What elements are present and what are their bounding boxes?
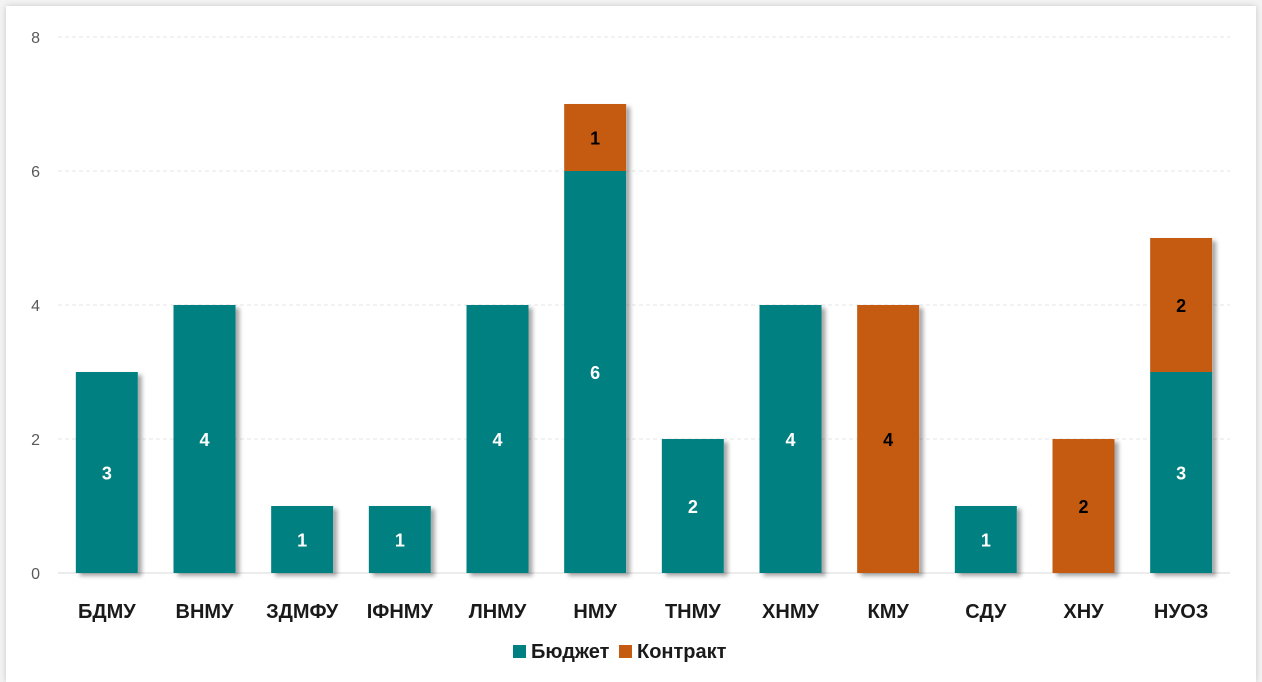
bar-НМУ-Контракт — [564, 104, 627, 171]
x-category-label: ЛНМУ — [469, 601, 527, 623]
data-label: 1 — [981, 531, 991, 551]
x-category-label: ТНМУ — [665, 601, 721, 623]
y-tick-label: 6 — [31, 164, 40, 181]
legend: Бюджет Контракт — [513, 641, 727, 663]
x-category-label: БДМУ — [78, 601, 136, 623]
data-label: 1 — [590, 129, 600, 149]
bar-ХНУ-Контракт — [1052, 439, 1115, 573]
bar-ЗДМФУ-Бюджет — [271, 506, 334, 573]
data-label: 4 — [199, 430, 209, 450]
chart-container: 0 2 4 6 8 3 4 1 1 4 6 1 2 4 4 1 2 3 2 БДМУ ВНМУ ЗДМФУ ІФНМУ Л… — [6, 6, 1256, 682]
x-category-label: ЗДМФУ — [266, 601, 339, 623]
data-label: 3 — [102, 464, 112, 484]
legend-label: Бюджет — [531, 641, 610, 663]
data-label: 3 — [1176, 464, 1186, 484]
bar-ЛНМУ-Бюджет — [466, 305, 529, 573]
y-tick-label: 4 — [31, 298, 40, 315]
data-label: 2 — [1176, 296, 1186, 316]
bar-ХНМУ-Бюджет — [759, 305, 822, 573]
data-label: 4 — [785, 430, 795, 450]
x-category-label: ІФНМУ — [367, 601, 434, 623]
data-label: 1 — [395, 531, 405, 551]
data-label: 4 — [492, 430, 502, 450]
x-category-label: ХНМУ — [762, 601, 819, 623]
bar-ТНМУ-Бюджет — [661, 439, 724, 573]
bars — [75, 104, 1213, 573]
data-label: 1 — [297, 531, 307, 551]
bar-ВНМУ-Бюджет — [173, 305, 236, 573]
bar-НУОЗ-Контракт — [1150, 238, 1213, 372]
legend-swatch-budget — [513, 645, 526, 658]
x-category-label: НМУ — [573, 601, 617, 623]
bar-ІФНМУ-Бюджет — [368, 506, 431, 573]
y-axis-ticks: 0 2 4 6 8 — [31, 30, 40, 583]
x-category-label: СДУ — [965, 601, 1007, 623]
x-category-label: ХНУ — [1063, 601, 1104, 623]
y-tick-label: 0 — [31, 566, 40, 583]
gridlines — [58, 36, 1230, 574]
data-label: 4 — [883, 430, 893, 450]
stacked-bar-chart: 0 2 4 6 8 3 4 1 1 4 6 1 2 4 4 1 2 3 2 БДМУ ВНМУ ЗДМФУ ІФНМУ Л… — [31, 30, 1230, 663]
x-category-label: НУОЗ — [1154, 601, 1208, 623]
x-axis-categories: БДМУ ВНМУ ЗДМФУ ІФНМУ ЛНМУ НМУ ТНМУ ХНМУ КМУ СДУ Х… — [78, 601, 1208, 623]
bar-НУОЗ-Бюджет — [1150, 372, 1213, 573]
x-category-label: ВНМУ — [176, 601, 235, 623]
legend-swatch-contract — [619, 645, 632, 658]
bar-КМУ-Контракт — [857, 305, 920, 573]
bar-СДУ-Бюджет — [954, 506, 1017, 573]
data-label: 2 — [1078, 497, 1088, 517]
y-tick-label: 8 — [31, 30, 40, 47]
data-labels: 3 4 1 1 4 6 1 2 4 4 1 2 3 2 — [102, 129, 1186, 551]
legend-label: Контракт — [637, 641, 727, 663]
y-tick-label: 2 — [31, 432, 40, 449]
x-category-label: КМУ — [868, 601, 910, 623]
data-label: 2 — [688, 497, 698, 517]
bar-НМУ-Бюджет — [564, 171, 627, 573]
data-label: 6 — [590, 363, 600, 383]
bar-БДМУ-Бюджет — [75, 372, 138, 573]
